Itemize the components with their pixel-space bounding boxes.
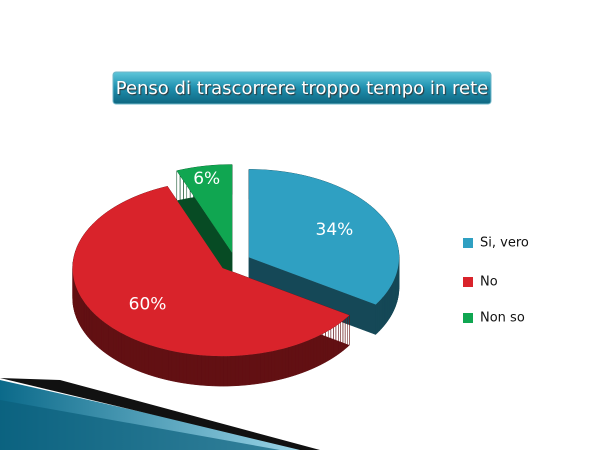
data-label: 34% — [316, 220, 354, 240]
slice — [249, 169, 400, 305]
pie: 34% 60% 6% — [72, 164, 400, 387]
legend-label: No — [480, 275, 498, 290]
legend-label: Non so — [480, 311, 525, 326]
data-label: 6% — [193, 169, 220, 189]
legend-label: Si, vero — [480, 236, 529, 251]
chart-title: Penso di trascorrere troppo tempo in ret… — [116, 78, 489, 99]
slice — [72, 186, 350, 357]
decoration — [0, 378, 320, 450]
legend-swatch — [463, 313, 473, 323]
legend-swatch — [463, 277, 473, 287]
legend: Si, vero No Non so — [463, 236, 529, 326]
data-label: 60% — [129, 295, 167, 315]
decoration — [0, 400, 280, 450]
slice — [176, 164, 233, 253]
legend-swatch — [463, 238, 473, 248]
title-box — [112, 71, 492, 105]
